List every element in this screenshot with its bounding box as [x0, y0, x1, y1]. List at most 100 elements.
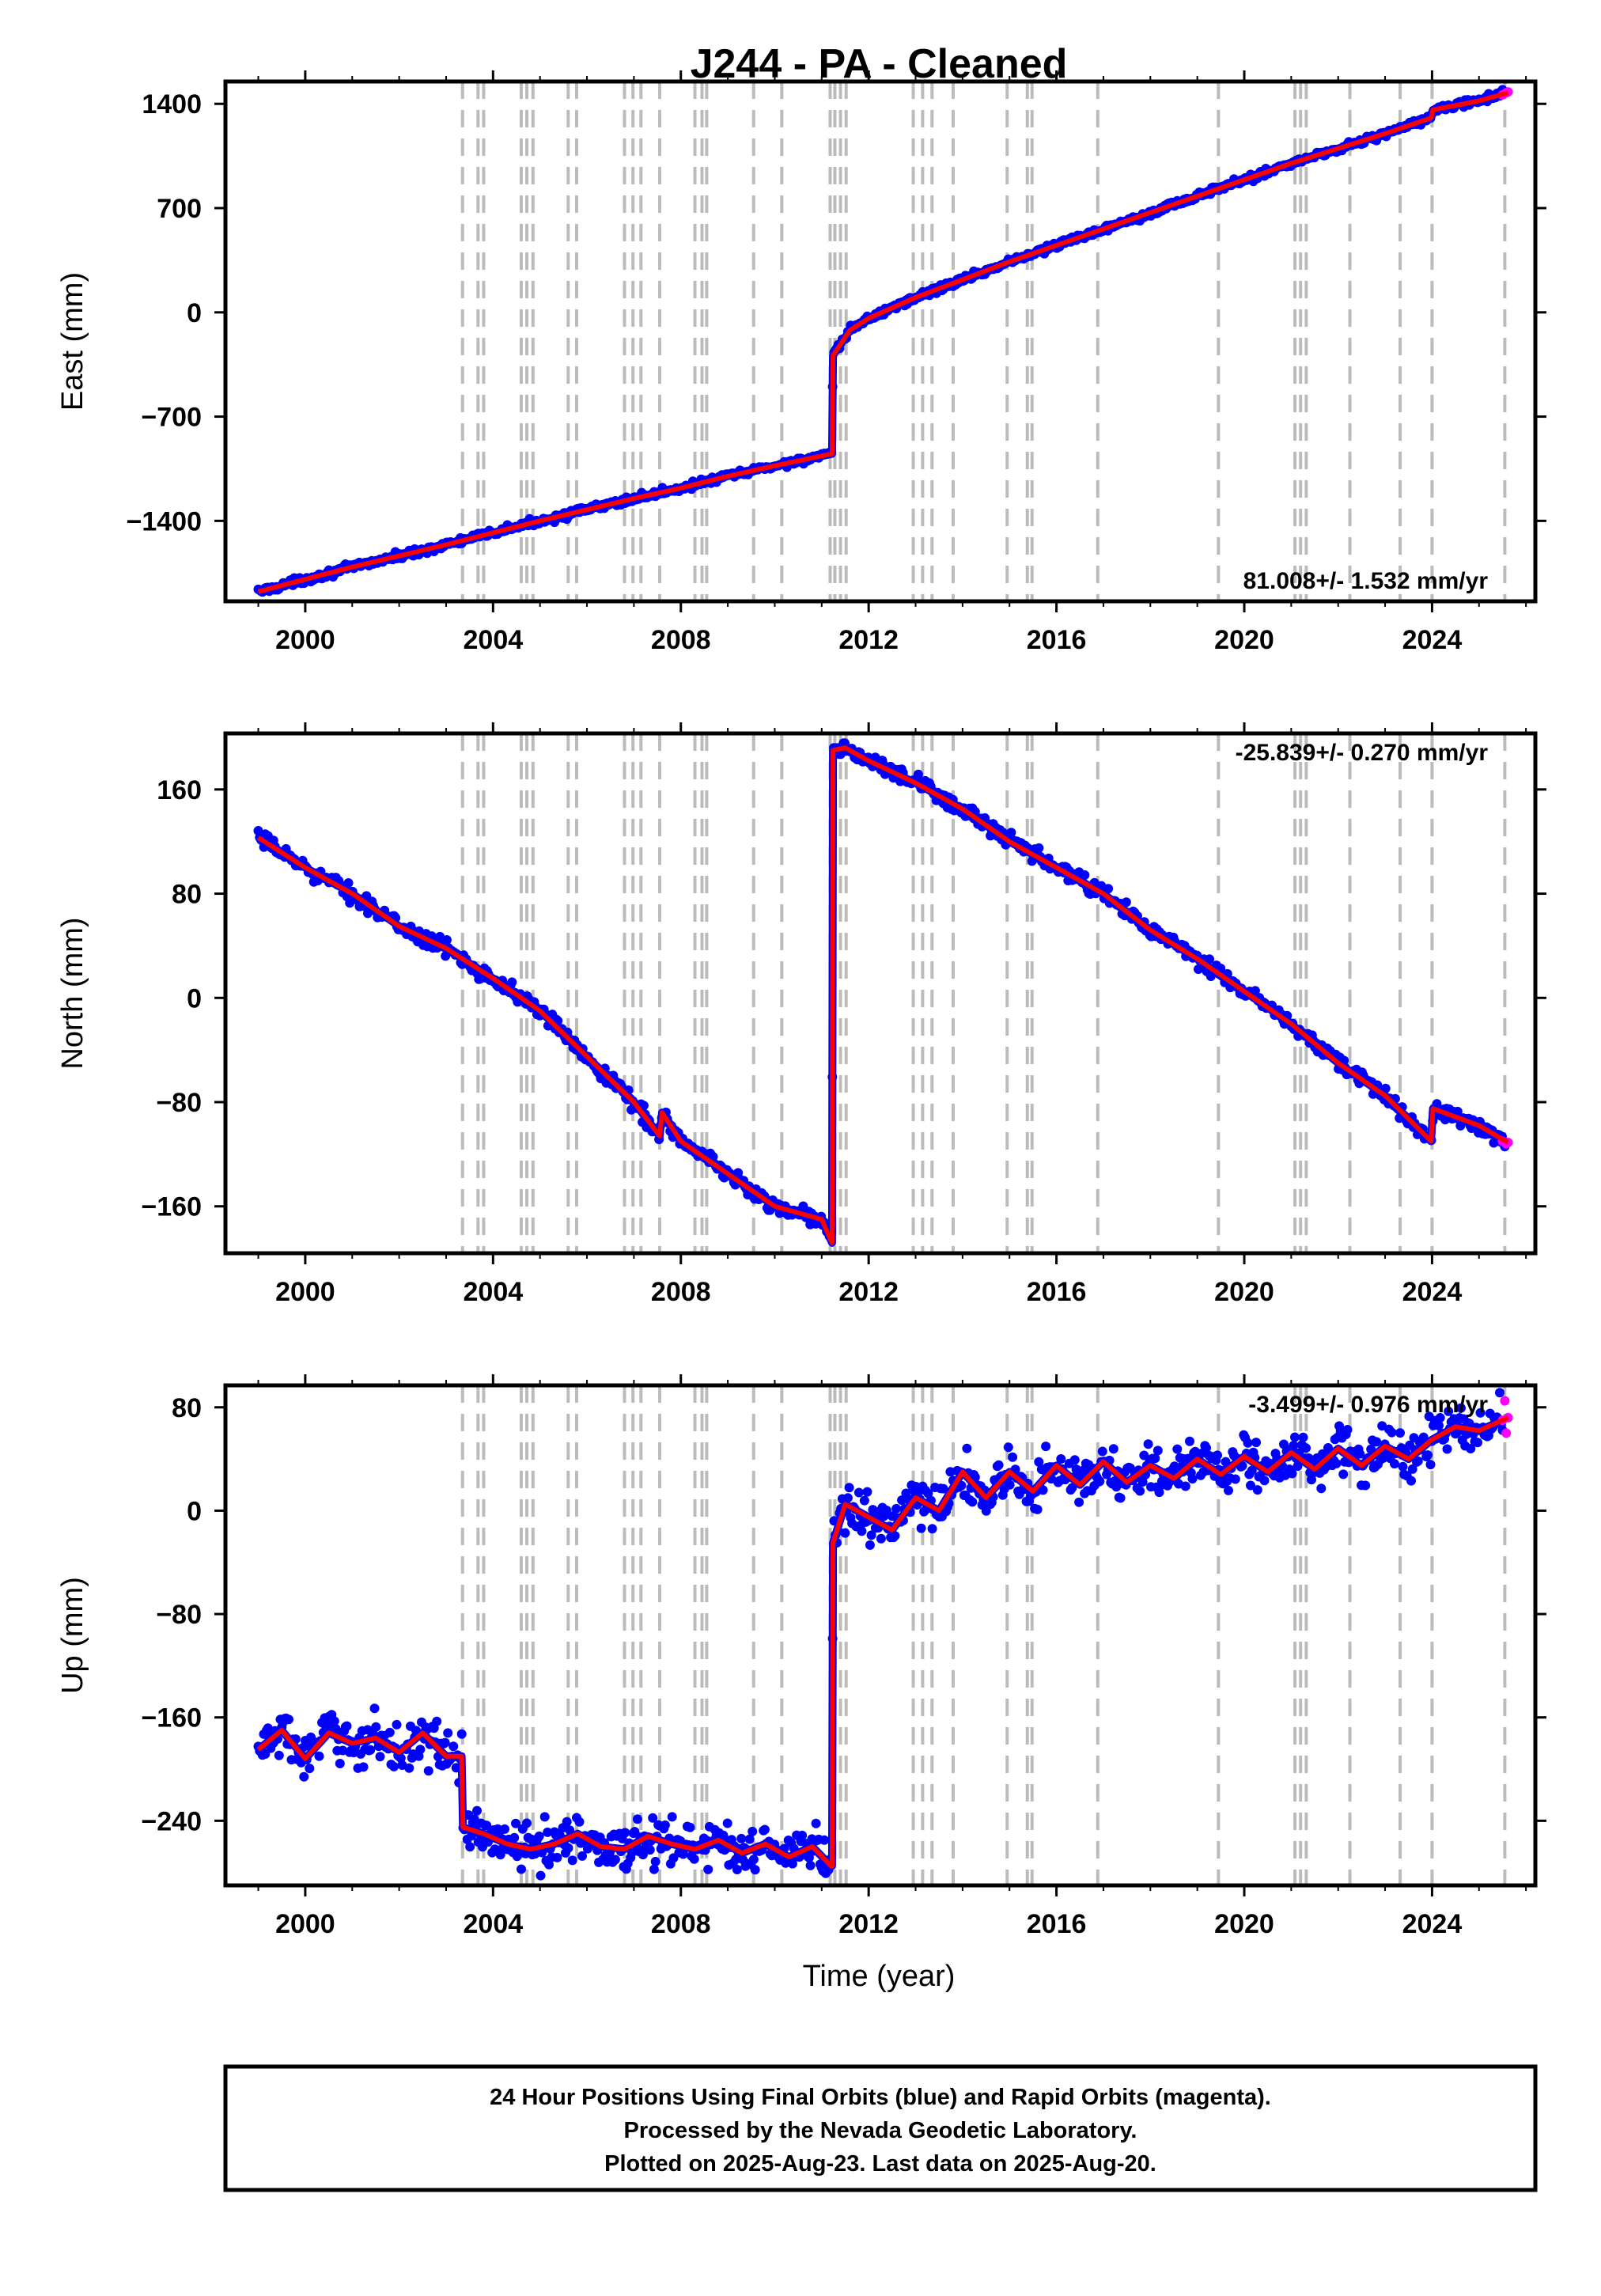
final-orbit-point: [314, 1751, 324, 1761]
east-panel: 2000 2004 2008 2012 2016 2020 2024 −1400 −700 0 70…: [56, 70, 1546, 655]
footer-line-dates: Plotted on 2025-Aug-23. Last data on 202…: [604, 2151, 1156, 2177]
x-tick-label: 2000: [275, 1909, 335, 1939]
final-orbit-point: [384, 1727, 395, 1737]
final-orbit-point: [722, 1818, 732, 1828]
final-orbits-series: [253, 1388, 1508, 1881]
final-orbit-point: [1473, 1438, 1482, 1448]
y-tick-label: 0: [187, 1496, 202, 1526]
y-tick-label: 160: [157, 775, 202, 805]
final-orbit-point: [1407, 1464, 1417, 1474]
final-orbit-point: [423, 1766, 433, 1776]
final-orbit-point: [1041, 1442, 1051, 1452]
final-orbit-point: [923, 1488, 933, 1498]
final-orbit-point: [1251, 1438, 1261, 1448]
final-orbit-point: [689, 1854, 699, 1864]
final-orbit-point: [1185, 1436, 1194, 1446]
x-tick-label: 2004: [464, 625, 524, 655]
final-orbit-point: [1224, 1485, 1233, 1495]
final-orbit-point: [732, 1865, 742, 1874]
y-tick-label: −80: [156, 1600, 202, 1630]
final-orbit-point: [1034, 843, 1044, 853]
y-axis-title: North (mm): [56, 917, 89, 1069]
final-orbits-trace: [255, 744, 1507, 1247]
final-orbit-point: [853, 1487, 864, 1498]
final-orbit-point: [1495, 1388, 1504, 1398]
final-orbit-point: [1423, 1450, 1433, 1461]
final-orbit-point: [842, 1493, 853, 1503]
final-orbit-point: [1139, 1450, 1149, 1461]
final-orbit-point: [1080, 870, 1090, 880]
final-orbit-point: [797, 1830, 808, 1840]
final-orbit-point: [284, 1714, 293, 1725]
final-orbit-point: [536, 1870, 546, 1881]
final-orbit-point: [805, 1860, 816, 1870]
x-tick-label: 2020: [1214, 1277, 1274, 1307]
final-orbit-point: [1287, 1468, 1297, 1479]
final-orbit-point: [415, 1745, 426, 1755]
plot-frame: [223, 731, 1538, 1256]
final-orbit-point: [544, 1859, 554, 1870]
x-tick-label: 2008: [651, 1909, 711, 1939]
final-orbit-point: [1475, 1408, 1486, 1418]
final-orbit-point: [441, 935, 452, 945]
final-orbit-point: [305, 1764, 315, 1774]
rapid-orbit-point: [1500, 1396, 1510, 1406]
final-orbit-point: [667, 1812, 677, 1822]
final-orbit-point: [660, 1820, 670, 1830]
final-orbit-point: [927, 1524, 937, 1534]
final-orbit-point: [649, 1864, 659, 1874]
final-orbit-point: [1361, 1480, 1371, 1491]
y-tick-label: 1400: [142, 89, 202, 119]
event-lines: [460, 733, 1507, 1253]
final-orbit-point: [500, 1824, 509, 1834]
final-orbit-point: [562, 1817, 572, 1827]
plot-frame: [223, 79, 1538, 604]
model-line: [256, 745, 1510, 1245]
final-orbit-point: [522, 1818, 532, 1828]
final-orbit-point: [1390, 1459, 1399, 1469]
velocity-label: -3.499+/- 0.976 mm/yr: [1248, 1392, 1488, 1418]
x-tick-label: 2016: [1027, 625, 1087, 655]
final-orbit-point: [512, 1851, 522, 1862]
final-orbit-point: [1338, 1469, 1349, 1480]
north-panel: 2000 2004 2008 2012 2016 2020 2024 −160 −80 0 80 16…: [56, 722, 1546, 1307]
final-orbit-point: [1331, 1458, 1342, 1468]
final-orbit-point: [610, 1855, 620, 1865]
final-orbit-point: [404, 1763, 414, 1773]
final-orbit-point: [1342, 1425, 1353, 1434]
final-orbit-point: [1056, 1454, 1066, 1464]
final-orbit-point: [1355, 1449, 1365, 1459]
final-orbit-point: [1034, 1457, 1044, 1467]
plot-area: [253, 1388, 1513, 1881]
final-orbit-point: [389, 1761, 399, 1771]
velocity-label: 81.008+/- 1.532 mm/yr: [1243, 568, 1489, 594]
footer-line-orbits: 24 Hour Positions Using Final Orbits (bl…: [490, 2085, 1271, 2110]
final-orbit-point: [994, 1460, 1004, 1470]
footer-box: 24 Hour Positions Using Final Orbits (bl…: [223, 2064, 1538, 2192]
chart-title: J244 - PA - Cleaned: [691, 41, 1068, 87]
x-tick-label: 2012: [838, 625, 899, 655]
final-orbit-point: [840, 1528, 850, 1538]
final-orbit-point: [1301, 1443, 1311, 1453]
final-orbit-point: [748, 1855, 759, 1865]
final-orbit-point: [916, 1523, 926, 1533]
final-orbit-point: [1187, 1474, 1198, 1484]
final-orbit-point: [543, 1827, 553, 1837]
final-orbit-point: [787, 1858, 797, 1869]
final-orbit-point: [1152, 1445, 1163, 1456]
x-tick-label: 2008: [651, 1277, 711, 1307]
velocity-label: -25.839+/- 0.270 mm/yr: [1236, 740, 1489, 766]
final-orbit-point: [876, 1533, 886, 1544]
x-tick-label: 2024: [1402, 1277, 1463, 1307]
final-orbit-point: [552, 1852, 562, 1862]
final-orbit-point: [482, 1821, 492, 1831]
final-orbit-point: [645, 1845, 655, 1855]
final-orbit-point: [1074, 1497, 1084, 1507]
final-orbit-point: [685, 1822, 695, 1832]
y-axis-title: East (mm): [56, 272, 89, 411]
y-tick-label: −1400: [127, 506, 202, 536]
final-orbit-point: [913, 769, 923, 779]
final-orbit-point: [1108, 1444, 1118, 1454]
y-tick-label: 80: [172, 880, 202, 910]
final-orbit-point: [567, 1855, 577, 1866]
